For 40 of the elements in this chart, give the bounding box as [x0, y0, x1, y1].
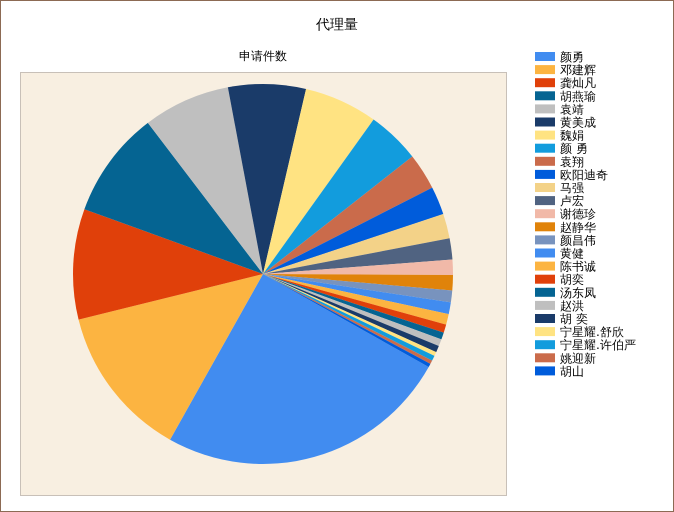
chart-title: 代理量 — [315, 17, 358, 33]
pie-slice — [263, 274, 453, 291]
legend-label: 邓建辉 — [560, 63, 596, 78]
legend-label: 颜 勇 — [560, 142, 588, 156]
pie-slice — [263, 274, 452, 302]
legend-label: 胡山 — [560, 364, 584, 378]
legend-label: 赵洪 — [560, 298, 584, 313]
legend-label: 汤东凤 — [560, 286, 596, 300]
pie-slice — [263, 188, 444, 274]
legend-label: 谢德珍 — [560, 207, 596, 222]
pie-slice — [84, 122, 263, 274]
legend-label: 马强 — [560, 181, 584, 195]
pie-slice — [228, 84, 306, 274]
legend-label: 胡燕瑜 — [560, 89, 596, 104]
legend-label: 颜勇 — [560, 50, 584, 64]
pie-slice — [148, 87, 263, 274]
legend-label: 袁翔 — [560, 154, 584, 169]
pie-slice — [78, 274, 263, 440]
pie-slice — [263, 120, 412, 274]
legend-label: 赵静华 — [560, 220, 596, 234]
chart-subtitle: 申请件数 — [239, 49, 287, 63]
legend-label: 姚迎新 — [560, 351, 596, 366]
legend-label: 卢宏 — [560, 194, 584, 208]
legend-label: 宁星耀.许伯严 — [560, 338, 636, 352]
pie-slice — [263, 238, 452, 274]
pie-slice — [263, 156, 432, 274]
pie-slice — [263, 88, 374, 274]
legend-label: 颜昌伟 — [560, 233, 596, 248]
legend-label: 陈书诚 — [560, 260, 596, 274]
legend-label: 龚灿凡 — [560, 76, 596, 90]
legend-label: 宁星耀.舒欣 — [560, 325, 624, 340]
legend-label: 胡奕 — [560, 272, 584, 287]
legend-label: 欧阳迪奇 — [560, 168, 608, 182]
pie-slice — [263, 214, 450, 274]
legend-label: 袁靖 — [560, 102, 584, 116]
pie-slice — [73, 209, 263, 320]
legend-label: 黄健 — [560, 246, 584, 260]
legend-label: 黄美成 — [560, 116, 596, 130]
legend-label: 魏娟 — [560, 128, 584, 143]
legend-label: 胡 奕 — [560, 312, 588, 326]
